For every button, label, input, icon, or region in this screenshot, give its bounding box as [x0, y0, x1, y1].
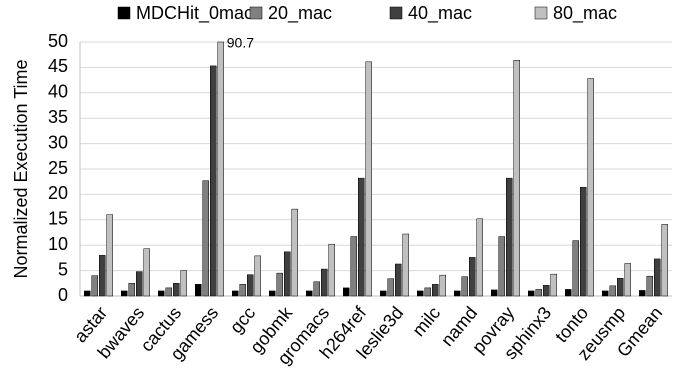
bar — [358, 177, 365, 297]
bar — [173, 283, 180, 297]
bar — [239, 284, 246, 297]
bar — [587, 78, 594, 297]
bar — [195, 284, 202, 297]
bar — [306, 290, 313, 297]
bar — [328, 243, 335, 297]
legend-label: MDCHit_0mac — [136, 3, 253, 24]
y-axis-label: Normalized Execution Time — [11, 59, 31, 278]
bar — [580, 187, 587, 297]
bar — [476, 218, 483, 297]
bar — [106, 214, 113, 297]
bar — [661, 224, 668, 297]
bar — [284, 251, 291, 297]
y-tick-label: 50 — [48, 31, 68, 51]
bar — [343, 287, 350, 297]
bar — [454, 290, 461, 297]
bar — [99, 255, 106, 297]
y-tick-label: 10 — [48, 234, 68, 254]
bar — [550, 273, 557, 297]
bar — [291, 208, 298, 297]
bar — [639, 290, 646, 297]
legend-label: 80_mac — [553, 3, 617, 24]
bar — [602, 290, 609, 297]
bar — [321, 268, 328, 297]
bar — [136, 271, 143, 297]
bar — [646, 275, 653, 297]
bar — [158, 290, 165, 297]
bar — [276, 272, 283, 297]
y-tick-label: 30 — [48, 132, 68, 152]
bar — [654, 258, 661, 297]
bar — [387, 278, 394, 297]
y-tick-label: 15 — [48, 209, 68, 229]
bar — [202, 180, 209, 297]
bar — [395, 263, 402, 297]
bar — [535, 289, 542, 297]
bar — [491, 289, 498, 297]
bar — [432, 284, 439, 297]
y-tick-label: 35 — [48, 107, 68, 127]
y-tick-label: 40 — [48, 82, 68, 102]
y-tick-label: 25 — [48, 158, 68, 178]
bar — [350, 236, 357, 297]
bar — [365, 61, 372, 297]
bar — [498, 236, 505, 297]
bar — [424, 287, 431, 297]
bar — [91, 275, 98, 297]
bar — [210, 65, 217, 297]
bar — [513, 60, 520, 297]
legend-swatch — [117, 6, 131, 20]
legend-label: 20_mac — [268, 3, 332, 24]
bar — [528, 290, 535, 297]
bar — [439, 274, 446, 297]
bar — [380, 290, 387, 297]
bar — [609, 285, 616, 297]
data-label: 90.7 — [227, 35, 254, 51]
bar — [402, 233, 409, 297]
bar — [506, 177, 513, 297]
legend-swatch — [249, 6, 263, 20]
bar — [254, 255, 261, 297]
bar — [565, 289, 572, 297]
bar — [217, 41, 224, 297]
bar — [572, 240, 579, 297]
legend-label: 40_mac — [408, 3, 472, 24]
x-tick-label: gcc — [226, 303, 259, 337]
bar — [417, 290, 424, 297]
bar — [469, 257, 476, 297]
bar — [313, 281, 320, 297]
bar — [624, 263, 631, 297]
bar — [128, 283, 135, 297]
bar — [180, 270, 187, 297]
y-tick-label: 45 — [48, 56, 68, 76]
legend-swatch — [534, 6, 548, 20]
bar — [165, 287, 172, 297]
y-tick-label: 5 — [58, 259, 68, 279]
bar — [543, 285, 550, 297]
bar — [269, 290, 276, 297]
bar — [143, 248, 150, 297]
bar — [84, 290, 91, 297]
bar — [617, 277, 624, 297]
bar — [232, 290, 239, 297]
legend-swatch — [389, 6, 403, 20]
y-tick-label: 0 — [58, 285, 68, 305]
bar — [247, 274, 254, 297]
y-tick-label: 20 — [48, 183, 68, 203]
bar — [461, 276, 468, 297]
bar — [121, 290, 128, 297]
